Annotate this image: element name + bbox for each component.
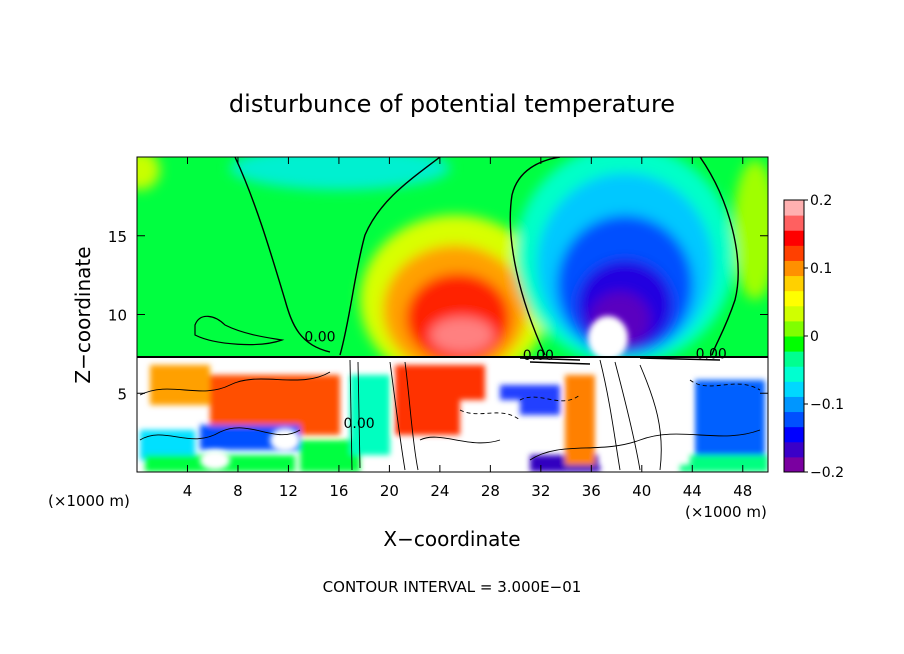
left-yellowgreen: [137, 157, 160, 190]
colorbar-segment: [784, 456, 804, 473]
colorbar-segment: [784, 366, 804, 382]
contour-interval-label: CONTOUR INTERVAL = 3.000E−01: [323, 578, 582, 596]
top-cyan-band: [230, 157, 450, 190]
x-tick-label: 20: [380, 482, 399, 500]
x-tick-label: 44: [683, 482, 702, 500]
lower-contours: [139, 359, 761, 471]
colorbar: [784, 200, 804, 473]
contour-label: 0.00: [696, 347, 727, 363]
colorbar-segment: [784, 336, 804, 352]
zero-contour-cold-right: [699, 157, 739, 356]
x-tick-label: 4: [183, 482, 193, 500]
lower-orange-right: [565, 375, 595, 465]
contour-label: 0.00: [304, 329, 335, 345]
x-axis-ticks: 4 8 12 16 20 24 28 32 36 40 44 48: [183, 157, 752, 500]
x-unit-left: (×1000 m): [48, 492, 130, 510]
zero-contour-left: [234, 157, 331, 353]
x-tick-label: 8: [233, 482, 243, 500]
colorbar-segment: [784, 320, 804, 337]
x-tick-label: 40: [632, 482, 651, 500]
lower-orange-band: [150, 365, 210, 405]
lower-layer: [137, 356, 768, 472]
x-tick-label: 32: [531, 482, 550, 500]
colorbar-segment: [784, 381, 804, 397]
right-yellowgreen: [733, 160, 768, 300]
colorbar-segment: [784, 305, 804, 322]
colorbar-segment: [784, 426, 804, 443]
colorbar-tick-label: 0.1: [810, 261, 832, 277]
y-tick-label: 5: [117, 385, 127, 403]
colorbar-ticks: 0.2 0.1 0 −0.1 −0.2: [804, 193, 844, 481]
zero-contour-left-loop: [194, 315, 285, 346]
x-axis-label: X−coordinate: [383, 527, 520, 551]
chart-title: disturbunce of potential temperature: [229, 90, 675, 118]
colorbar-segment: [784, 275, 804, 292]
colorbar-segment: [784, 351, 804, 367]
colorbar-segment: [784, 260, 804, 277]
colorbar-segment: [784, 396, 804, 413]
colorbar-segment: [784, 230, 804, 246]
y-axis-label: Z−coordinate: [71, 246, 95, 383]
zero-contour-cold-left: [509, 157, 561, 356]
lower-blue-far-right: [695, 380, 765, 455]
lower-cyan-mid: [350, 375, 390, 455]
y-tick-label: 10: [108, 307, 127, 325]
colorbar-segment: [784, 411, 804, 428]
colorbar-segment: [784, 215, 804, 231]
x-tick-label: 16: [329, 482, 348, 500]
x-tick-label: 24: [430, 482, 449, 500]
colorbar-segment: [784, 290, 804, 307]
heatmap-field: [137, 157, 768, 472]
x-tick-label: 36: [582, 482, 601, 500]
colorbar-tick-label: 0.2: [810, 193, 832, 209]
colorbar-segment: [784, 441, 804, 458]
y-tick-label: 15: [108, 228, 127, 246]
x-tick-label: 48: [733, 482, 752, 500]
warm-plume-pink: [430, 317, 494, 353]
colorbar-tick-label: −0.2: [810, 465, 844, 481]
colorbar-segment: [784, 245, 804, 261]
cold-plume-notch: [588, 316, 628, 357]
x-tick-label: 28: [481, 482, 500, 500]
colorbar-tick-label: 0: [810, 329, 819, 345]
contour-labels: 0.00 0.00 0.00 0.00: [304, 329, 726, 432]
colorbar-tick-label: −0.1: [810, 397, 844, 413]
colorbar-segment: [784, 200, 804, 216]
lower-green-far-right: [680, 455, 768, 472]
zero-contour-mid: [339, 157, 441, 356]
x-tick-label: 12: [279, 482, 298, 500]
x-unit-right: (×1000 m): [685, 503, 767, 521]
upper-layer: [137, 157, 768, 357]
y-axis-ticks: 5 10 15: [108, 228, 768, 403]
contour-label: 0.00: [344, 416, 375, 432]
lower-white-patches: [200, 375, 690, 472]
contour-label: 0.00: [523, 348, 554, 364]
interface-contours: [519, 357, 721, 365]
